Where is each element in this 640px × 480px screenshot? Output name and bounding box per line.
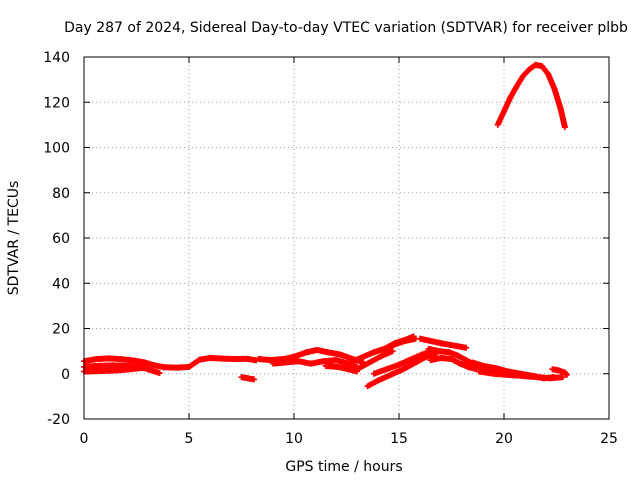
y-tick-label: 80 — [52, 186, 70, 202]
y-tick-labels: -20 0 20 40 60 80 100 120 140 — [43, 50, 70, 428]
series-track-a — [81, 354, 260, 371]
x-tick-label: 20 — [495, 431, 513, 447]
data-point — [139, 364, 146, 371]
y-tick-label: 0 — [61, 367, 70, 383]
x-tick-label: 5 — [185, 431, 194, 447]
series-track-r — [549, 366, 570, 378]
data-points — [81, 61, 570, 390]
plot-frame — [83, 56, 610, 420]
y-tick-label: 100 — [43, 141, 70, 157]
series-track-o — [427, 354, 480, 373]
y-tick-label: 20 — [52, 322, 70, 338]
series-track-f — [270, 357, 360, 370]
series-track-j — [364, 350, 440, 390]
series-track-s — [494, 61, 568, 131]
y-tick-label: 140 — [43, 50, 70, 66]
series-track-q — [475, 368, 566, 382]
y-tick-label: 120 — [43, 95, 70, 111]
x-tick-label: 0 — [80, 431, 89, 447]
series-track-m — [417, 335, 470, 351]
series-track-d — [238, 374, 258, 383]
data-point — [463, 344, 470, 351]
series-track-l — [381, 335, 419, 355]
x-tick-label: 10 — [285, 431, 303, 447]
data-point — [156, 370, 163, 377]
series-track-k — [370, 348, 436, 377]
y-tick-label: 40 — [52, 276, 70, 292]
x-tick-label: 15 — [390, 431, 408, 447]
data-point — [559, 374, 566, 381]
x-tick-labels: 0 5 10 15 20 25 — [80, 431, 618, 447]
data-point — [564, 371, 570, 378]
data-point — [561, 124, 568, 131]
y-tick-label: -20 — [47, 412, 70, 428]
chart-title: Day 287 of 2024, Sidereal Day-to-day VTE… — [64, 20, 628, 36]
data-point — [251, 376, 258, 383]
x-axis-title: GPS time / hours — [285, 459, 402, 475]
x-tick-label: 25 — [600, 431, 618, 447]
y-tick-label: 60 — [52, 231, 70, 247]
series-track-c — [81, 364, 146, 375]
y-axis-title: SDTVAR / TECUs — [6, 181, 22, 296]
data-point — [389, 348, 396, 355]
